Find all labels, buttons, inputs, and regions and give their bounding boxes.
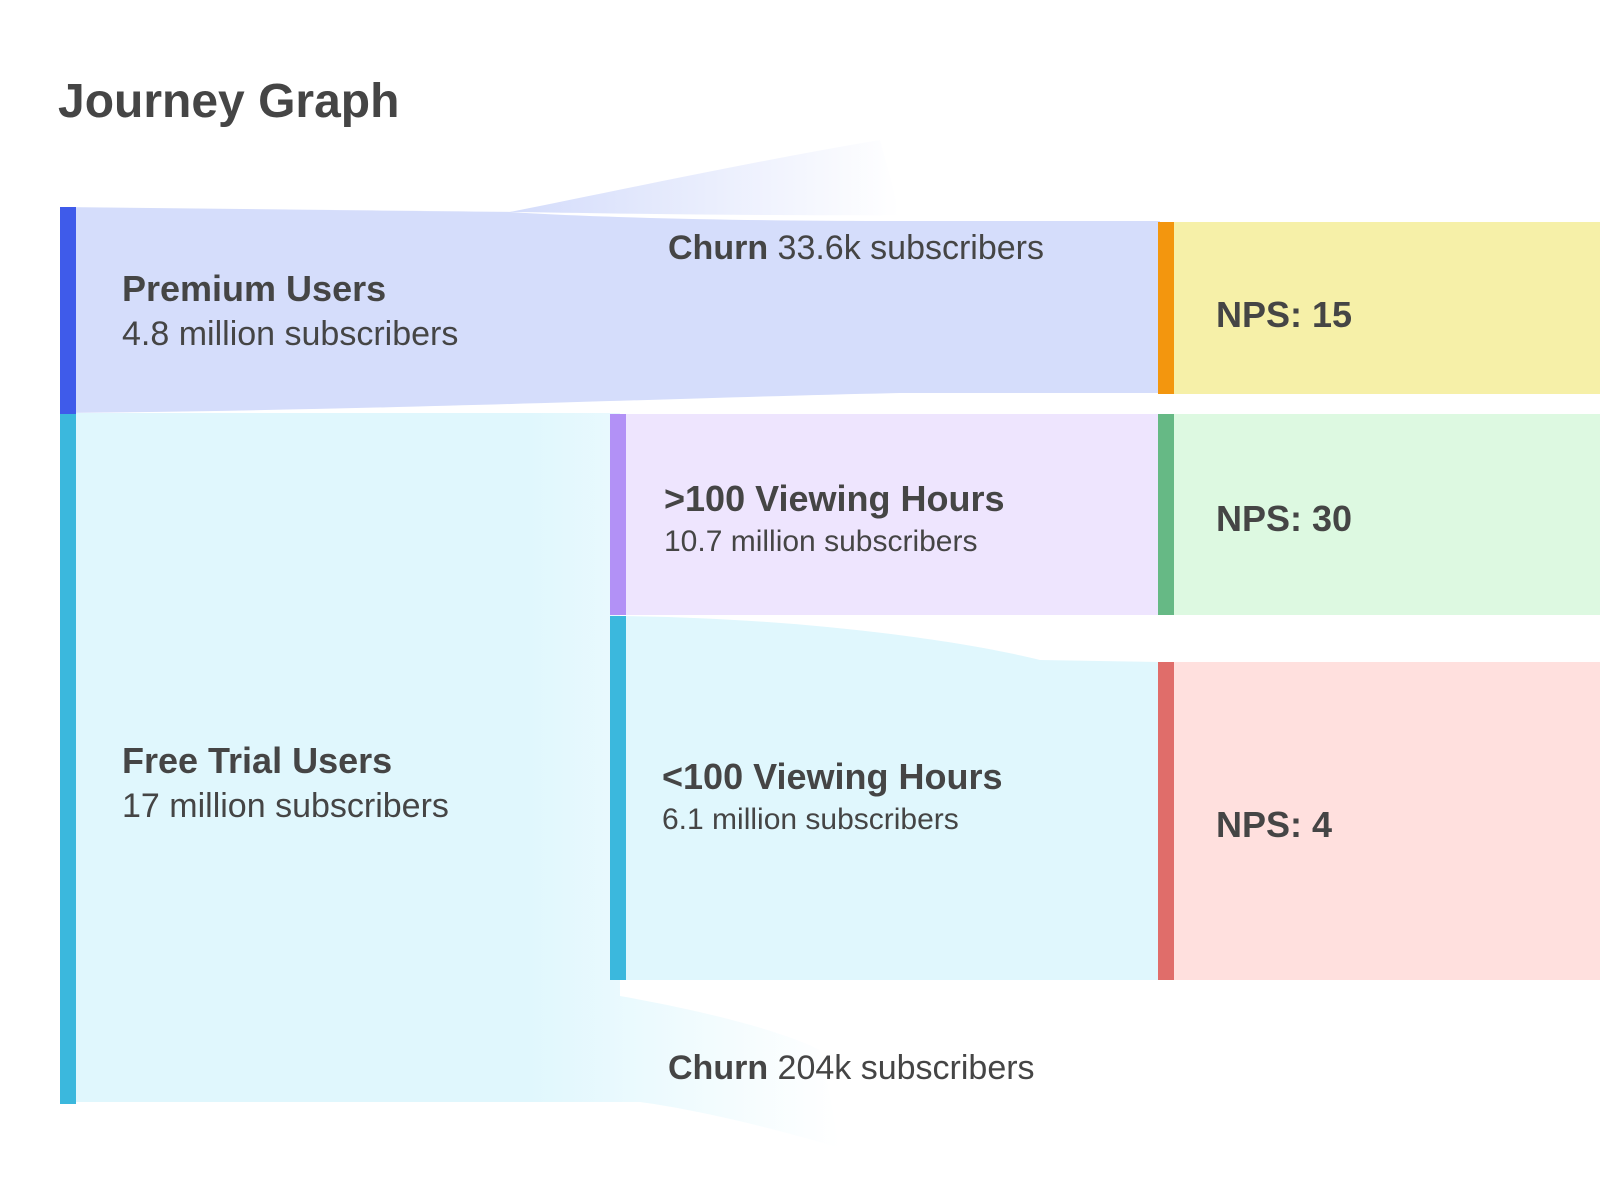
- premium-name: Premium Users: [122, 268, 387, 309]
- nps-4-fill: [1172, 662, 1600, 980]
- flow-premium-nps-15: [60, 207, 1160, 413]
- churn-top-count: 33.6k subscribers: [777, 229, 1045, 267]
- low-view-count: 6.1 million subscribers: [662, 803, 959, 836]
- nps-30-fill: [1172, 414, 1600, 615]
- high-view-label: >100 Viewing Hours 10.7 million subscrib…: [664, 476, 1004, 562]
- churn-top-name: Churn: [668, 229, 769, 267]
- nps-4-label: NPS: 4: [1216, 804, 1333, 845]
- free-trial-node-bar: [60, 414, 76, 1104]
- nps-4-node-bar: [1158, 662, 1174, 980]
- flow-high-view-nps-30: [620, 414, 1160, 615]
- high-view-node-bar: [610, 414, 626, 615]
- flow-premium-churn: [60, 140, 900, 216]
- nps-15-node-bar: [1158, 222, 1174, 394]
- churn-bottom-count: 204k subscribers: [777, 1049, 1035, 1087]
- nps-30-label: NPS: 30: [1216, 498, 1353, 539]
- flow-free-trial: [60, 413, 840, 1148]
- free-trial-name: Free Trial Users: [122, 740, 393, 781]
- churn-bottom-label: Churn 204k subscribers: [668, 1046, 1035, 1090]
- churn-top-label: Churn 33.6k subscribers: [668, 226, 1044, 270]
- premium-node-bar: [60, 207, 76, 414]
- premium-label: Premium Users 4.8 million subscribers: [122, 266, 458, 356]
- flow-low-view-nps-4: [620, 616, 1160, 980]
- nps-15-fill: [1172, 222, 1600, 394]
- nps-15-label: NPS: 15: [1216, 294, 1353, 335]
- nps-30-node-bar: [1158, 414, 1174, 615]
- page-title: Journey Graph: [58, 75, 400, 128]
- free-trial-count: 17 million subscribers: [122, 787, 449, 825]
- high-view-name: >100 Viewing Hours: [664, 478, 1005, 519]
- high-view-count: 10.7 million subscribers: [664, 525, 978, 558]
- low-view-label: <100 Viewing Hours 6.1 million subscribe…: [662, 754, 1002, 840]
- low-view-node-bar: [610, 616, 626, 980]
- premium-count: 4.8 million subscribers: [122, 315, 459, 353]
- free-trial-label: Free Trial Users 17 million subscribers: [122, 738, 449, 828]
- churn-bottom-name: Churn: [668, 1049, 769, 1087]
- low-view-name: <100 Viewing Hours: [662, 756, 1003, 797]
